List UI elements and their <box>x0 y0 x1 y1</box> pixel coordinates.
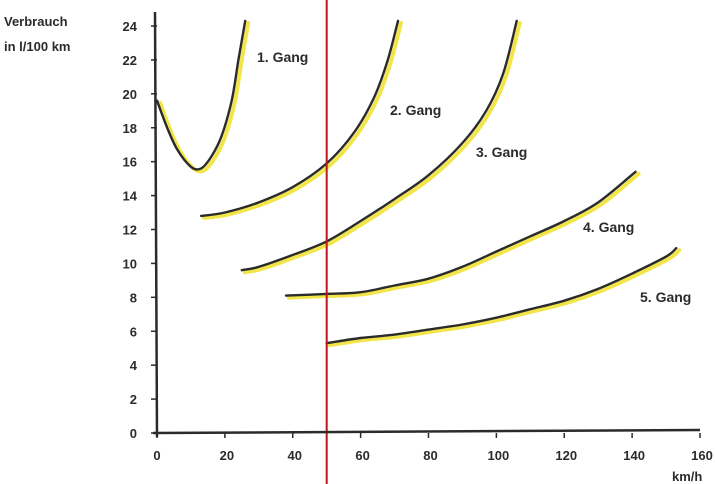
y-tick-label-20: 20 <box>123 87 137 102</box>
x-tick-label-100: 100 <box>488 448 510 463</box>
y-tick-label-14: 14 <box>123 189 138 204</box>
y-tick-label-12: 12 <box>123 223 137 238</box>
x-tick-label-140: 140 <box>623 448 645 463</box>
series-label-4: 4. Gang <box>583 219 634 235</box>
x-tick-label-60: 60 <box>355 448 369 463</box>
y-tick-label-8: 8 <box>130 290 137 305</box>
x-tick-label-80: 80 <box>423 448 437 463</box>
series-line-5 <box>325 247 678 345</box>
series-line-3 <box>240 19 518 272</box>
x-tick-label-20: 20 <box>220 448 234 463</box>
series-shadow-1 <box>158 20 251 174</box>
curves-layer: 1. Gang 2. Gang 3. Gang 4. Gang 5. Gang <box>155 0 691 484</box>
x-tick-label-40: 40 <box>288 448 302 463</box>
y-tick-label-16: 16 <box>123 155 137 170</box>
series-label-2: 2. Gang <box>390 102 441 118</box>
series-label-5: 5. Gang <box>640 289 691 305</box>
y-tick-label-2: 2 <box>130 392 137 407</box>
series-line-1 <box>155 19 247 171</box>
x-tick-label-160: 160 <box>691 448 713 463</box>
y-tick-label-22: 22 <box>123 53 137 68</box>
series-shadow-2 <box>202 20 403 220</box>
series-line-4 <box>284 170 637 297</box>
y-axis-line <box>153 11 159 438</box>
labels-layer: Verbrauch in l/100 km km/h <box>4 14 702 484</box>
x-tick-label-120: 120 <box>555 448 577 463</box>
series-label-1: 1. Gang <box>257 49 308 65</box>
y-tick-label-10: 10 <box>123 256 137 271</box>
y-tick-label-4: 4 <box>130 358 138 373</box>
series-label-3: 3. Gang <box>476 144 527 160</box>
x-tick-label-0: 0 <box>153 448 160 463</box>
y-tick-label-6: 6 <box>130 324 137 339</box>
x-axis-label: km/h <box>672 469 702 484</box>
series-shadow-4 <box>287 171 641 300</box>
y-tick-label-18: 18 <box>123 121 137 136</box>
y-axis-label-line2: in l/100 km <box>4 39 70 54</box>
series-shadow-5 <box>327 248 682 348</box>
series-shadow-3 <box>242 20 522 275</box>
y-tick-label-24: 24 <box>123 19 138 34</box>
y-tick-label-0: 0 <box>130 426 137 441</box>
y-axis-label-line1: Verbrauch <box>4 14 68 29</box>
x-axis-line <box>152 428 701 435</box>
